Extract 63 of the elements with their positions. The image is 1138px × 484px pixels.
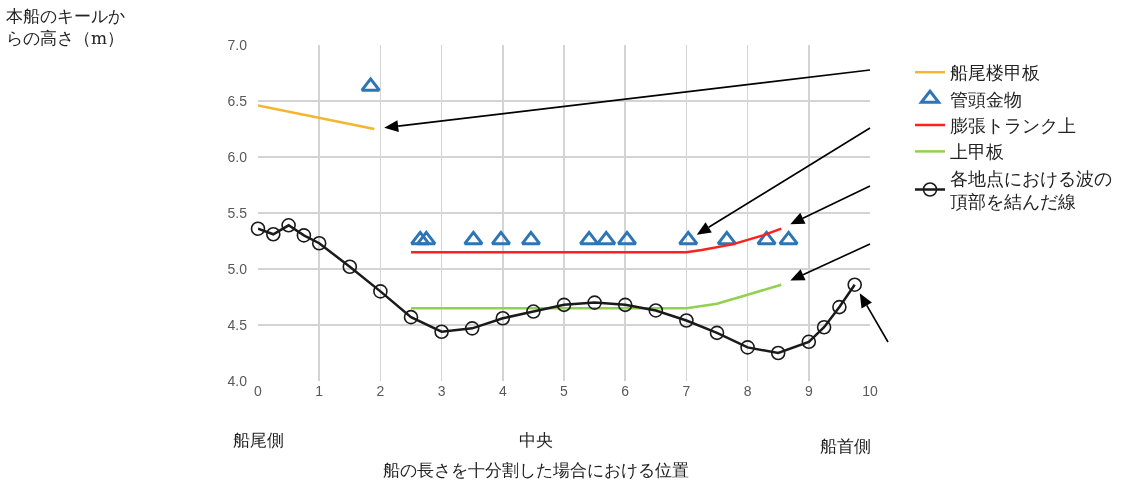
legend-label: 船尾楼甲板 (950, 62, 1040, 84)
x-axis-title: 船の長さを十分割した場合における位置 (383, 460, 689, 480)
point (495, 310, 511, 326)
point (587, 295, 602, 310)
point (679, 313, 694, 328)
point (678, 230, 699, 246)
legend-label: 上甲板 (950, 141, 1004, 163)
y-tick-label: 5.0 (227, 260, 248, 277)
point (490, 230, 512, 246)
point (296, 228, 312, 243)
x-tick-label: 10 (862, 383, 878, 399)
legend-label: 各地点における波の頂部を結んだ線 (950, 167, 1112, 213)
y-tick-label: 4.5 (227, 316, 248, 333)
point (740, 340, 755, 355)
point (816, 319, 832, 335)
x-tick-label: 5 (560, 383, 569, 399)
point (410, 230, 431, 246)
x-tick-label: 9 (804, 383, 813, 399)
y-tick-label: 6.0 (227, 148, 248, 165)
point (709, 325, 725, 341)
point (434, 324, 449, 340)
x-tick-label: 1 (315, 383, 324, 399)
point (342, 259, 358, 275)
x-tick-label: 8 (743, 383, 752, 399)
point (832, 299, 847, 315)
point (463, 230, 484, 246)
text: 船首側 (820, 436, 871, 456)
point (311, 235, 327, 251)
point (464, 321, 480, 336)
point (250, 221, 266, 236)
x-tick-label: 7 (682, 383, 691, 399)
y-tick-label: 6.5 (227, 92, 248, 109)
point (416, 230, 437, 246)
point (556, 297, 572, 313)
x-tick-label: 3 (437, 383, 446, 399)
point (520, 230, 542, 246)
text: 中央 (519, 430, 553, 450)
point (617, 297, 633, 313)
point (847, 277, 862, 292)
point (578, 230, 600, 246)
point (281, 218, 296, 233)
y-tick-label: 4.0 (227, 372, 248, 389)
point (616, 230, 638, 246)
point (596, 230, 617, 246)
point (403, 309, 419, 325)
text: 本船のキールからの高さ（m） (6, 6, 125, 49)
point (770, 345, 786, 361)
point (360, 77, 381, 92)
point (778, 230, 799, 246)
legend-label: 膨張トランク上 (950, 115, 1076, 137)
point (648, 303, 664, 318)
x-tick-label: 2 (376, 383, 385, 399)
legend-label: 管頭金物 (950, 88, 1022, 110)
y-tick-label: 7.0 (227, 36, 248, 53)
text: 船尾側 (233, 430, 284, 450)
x-tick-label: 4 (498, 383, 507, 399)
point (526, 304, 541, 319)
y-tick-label: 5.5 (227, 204, 248, 221)
x-tick-label: 0 (254, 383, 263, 399)
point (373, 284, 388, 299)
x-tick-label: 6 (621, 383, 630, 399)
point (266, 226, 281, 242)
point (801, 334, 817, 350)
